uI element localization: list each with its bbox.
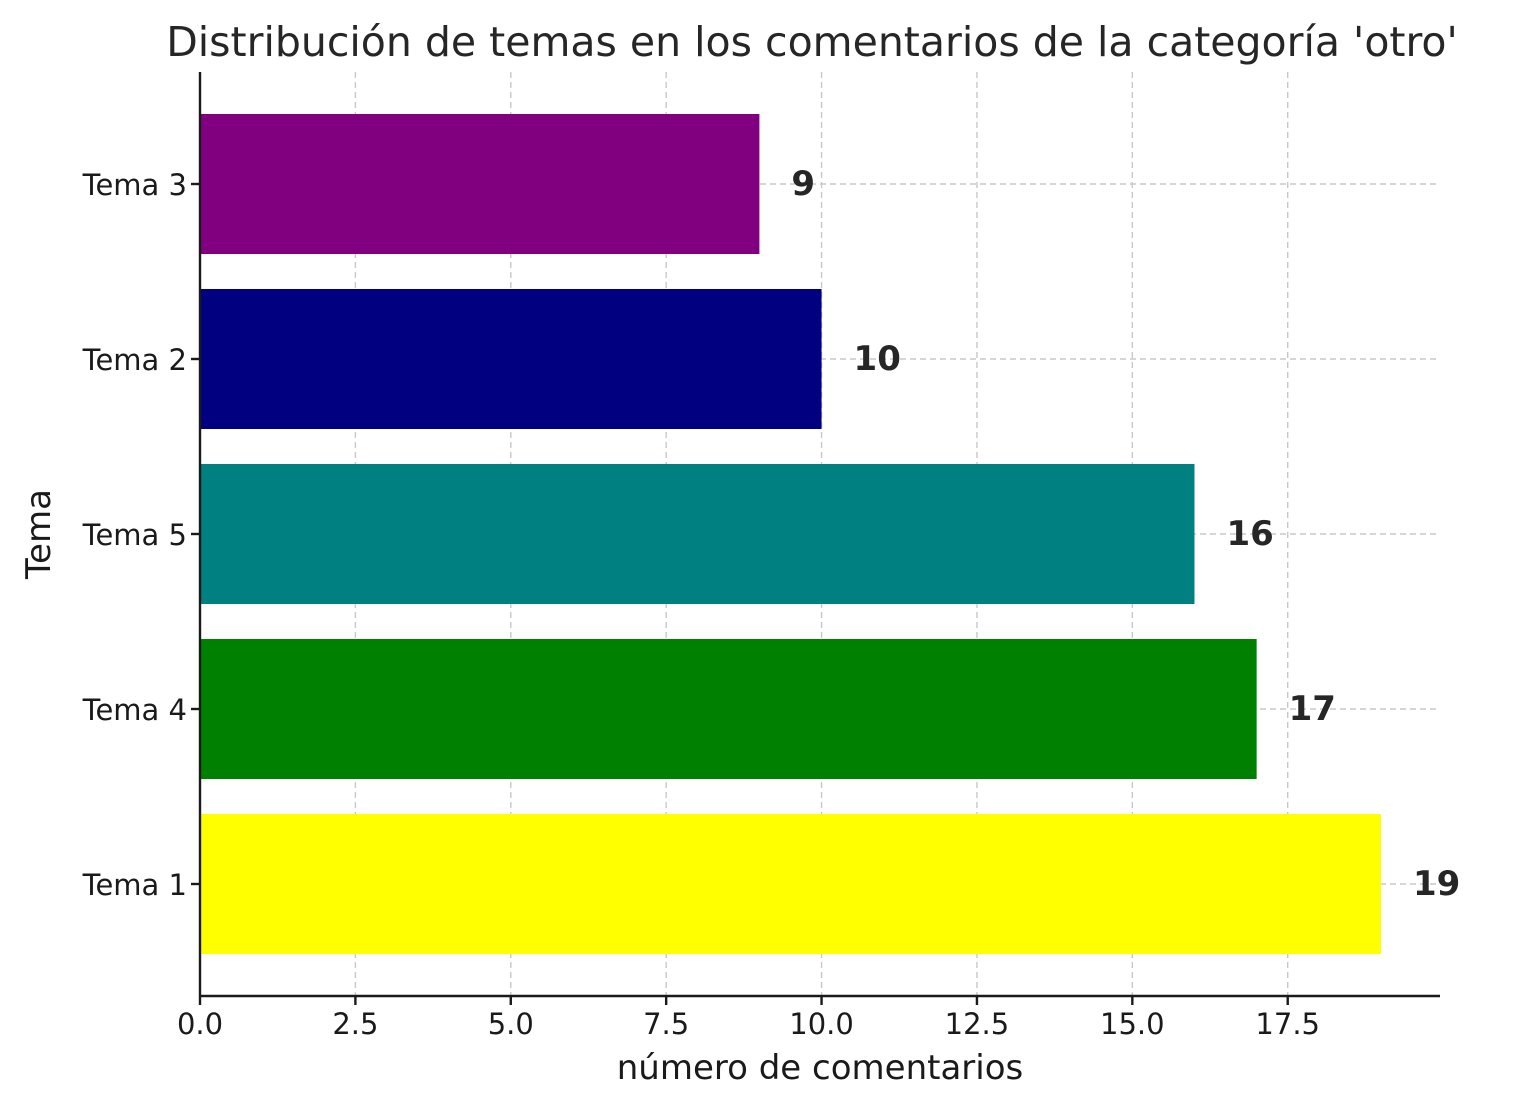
x-tick-label: 17.5	[1255, 1007, 1320, 1041]
bars	[200, 114, 1381, 954]
y-tick-label: Tema 2	[82, 343, 187, 377]
y-tick-label: Tema 5	[82, 518, 187, 552]
data-labels: 19 17 16 10 9	[791, 164, 1460, 904]
data-label: 16	[1226, 514, 1273, 554]
y-axis-label: Tema	[19, 489, 59, 580]
x-tick-label: 5.0	[488, 1007, 534, 1041]
x-tick-label: 2.5	[332, 1007, 378, 1041]
y-tick-label: Tema 1	[82, 868, 187, 902]
x-tick-label: 10.0	[789, 1007, 854, 1041]
data-label: 19	[1413, 864, 1460, 904]
bar-tema-4	[200, 639, 1257, 779]
y-tick-label: Tema 3	[82, 168, 187, 202]
x-tick-label: 7.5	[643, 1007, 689, 1041]
bar-tema-1	[200, 814, 1381, 954]
x-tick-label: 0.0	[177, 1007, 223, 1041]
x-tick-label: 15.0	[1100, 1007, 1165, 1041]
x-axis-label: número de comentarios	[617, 1048, 1023, 1088]
data-label: 17	[1289, 689, 1336, 729]
data-label: 10	[854, 339, 901, 379]
y-axis-ticks: Tema 1 Tema 4 Tema 5 Tema 2 Tema 3	[82, 168, 200, 902]
bar-tema-2	[200, 289, 822, 429]
y-tick-label: Tema 4	[82, 693, 187, 727]
data-label: 9	[791, 164, 815, 204]
bar-tema-5	[200, 464, 1195, 604]
x-axis-ticks: 0.0 2.5 5.0 7.5 10.0 12.5 15.0 17.5	[177, 996, 1320, 1041]
bar-tema-3	[200, 114, 760, 254]
x-tick-label: 12.5	[945, 1007, 1010, 1041]
chart-title: Distribución de temas en los comentarios…	[166, 18, 1458, 66]
